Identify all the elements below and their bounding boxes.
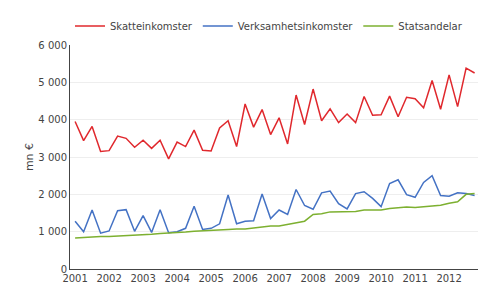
svg-text:2001: 2001 bbox=[62, 273, 87, 284]
svg-text:0: 0 bbox=[61, 264, 67, 275]
svg-text:2003: 2003 bbox=[130, 273, 155, 284]
svg-text:6 000: 6 000 bbox=[38, 40, 67, 51]
svg-text:4 000: 4 000 bbox=[38, 114, 67, 125]
svg-text:Statsandelar: Statsandelar bbox=[398, 21, 462, 32]
svg-text:5 000: 5 000 bbox=[38, 77, 67, 88]
svg-text:2006: 2006 bbox=[232, 273, 257, 284]
svg-text:2004: 2004 bbox=[164, 273, 189, 284]
svg-text:2010: 2010 bbox=[368, 273, 393, 284]
svg-text:mn €: mn € bbox=[23, 143, 36, 171]
svg-text:Skatteinkomster: Skatteinkomster bbox=[110, 21, 193, 32]
svg-text:2012: 2012 bbox=[436, 273, 461, 284]
svg-text:2 000: 2 000 bbox=[38, 189, 67, 200]
svg-text:2008: 2008 bbox=[300, 273, 325, 284]
svg-text:3 000: 3 000 bbox=[38, 152, 67, 163]
svg-text:2002: 2002 bbox=[96, 273, 121, 284]
svg-text:2011: 2011 bbox=[402, 273, 427, 284]
svg-text:2007: 2007 bbox=[266, 273, 291, 284]
svg-text:2005: 2005 bbox=[198, 273, 223, 284]
svg-text:Verksamhetsinkomster: Verksamhetsinkomster bbox=[238, 21, 354, 32]
svg-text:2009: 2009 bbox=[334, 273, 359, 284]
svg-text:1 000: 1 000 bbox=[38, 226, 67, 237]
